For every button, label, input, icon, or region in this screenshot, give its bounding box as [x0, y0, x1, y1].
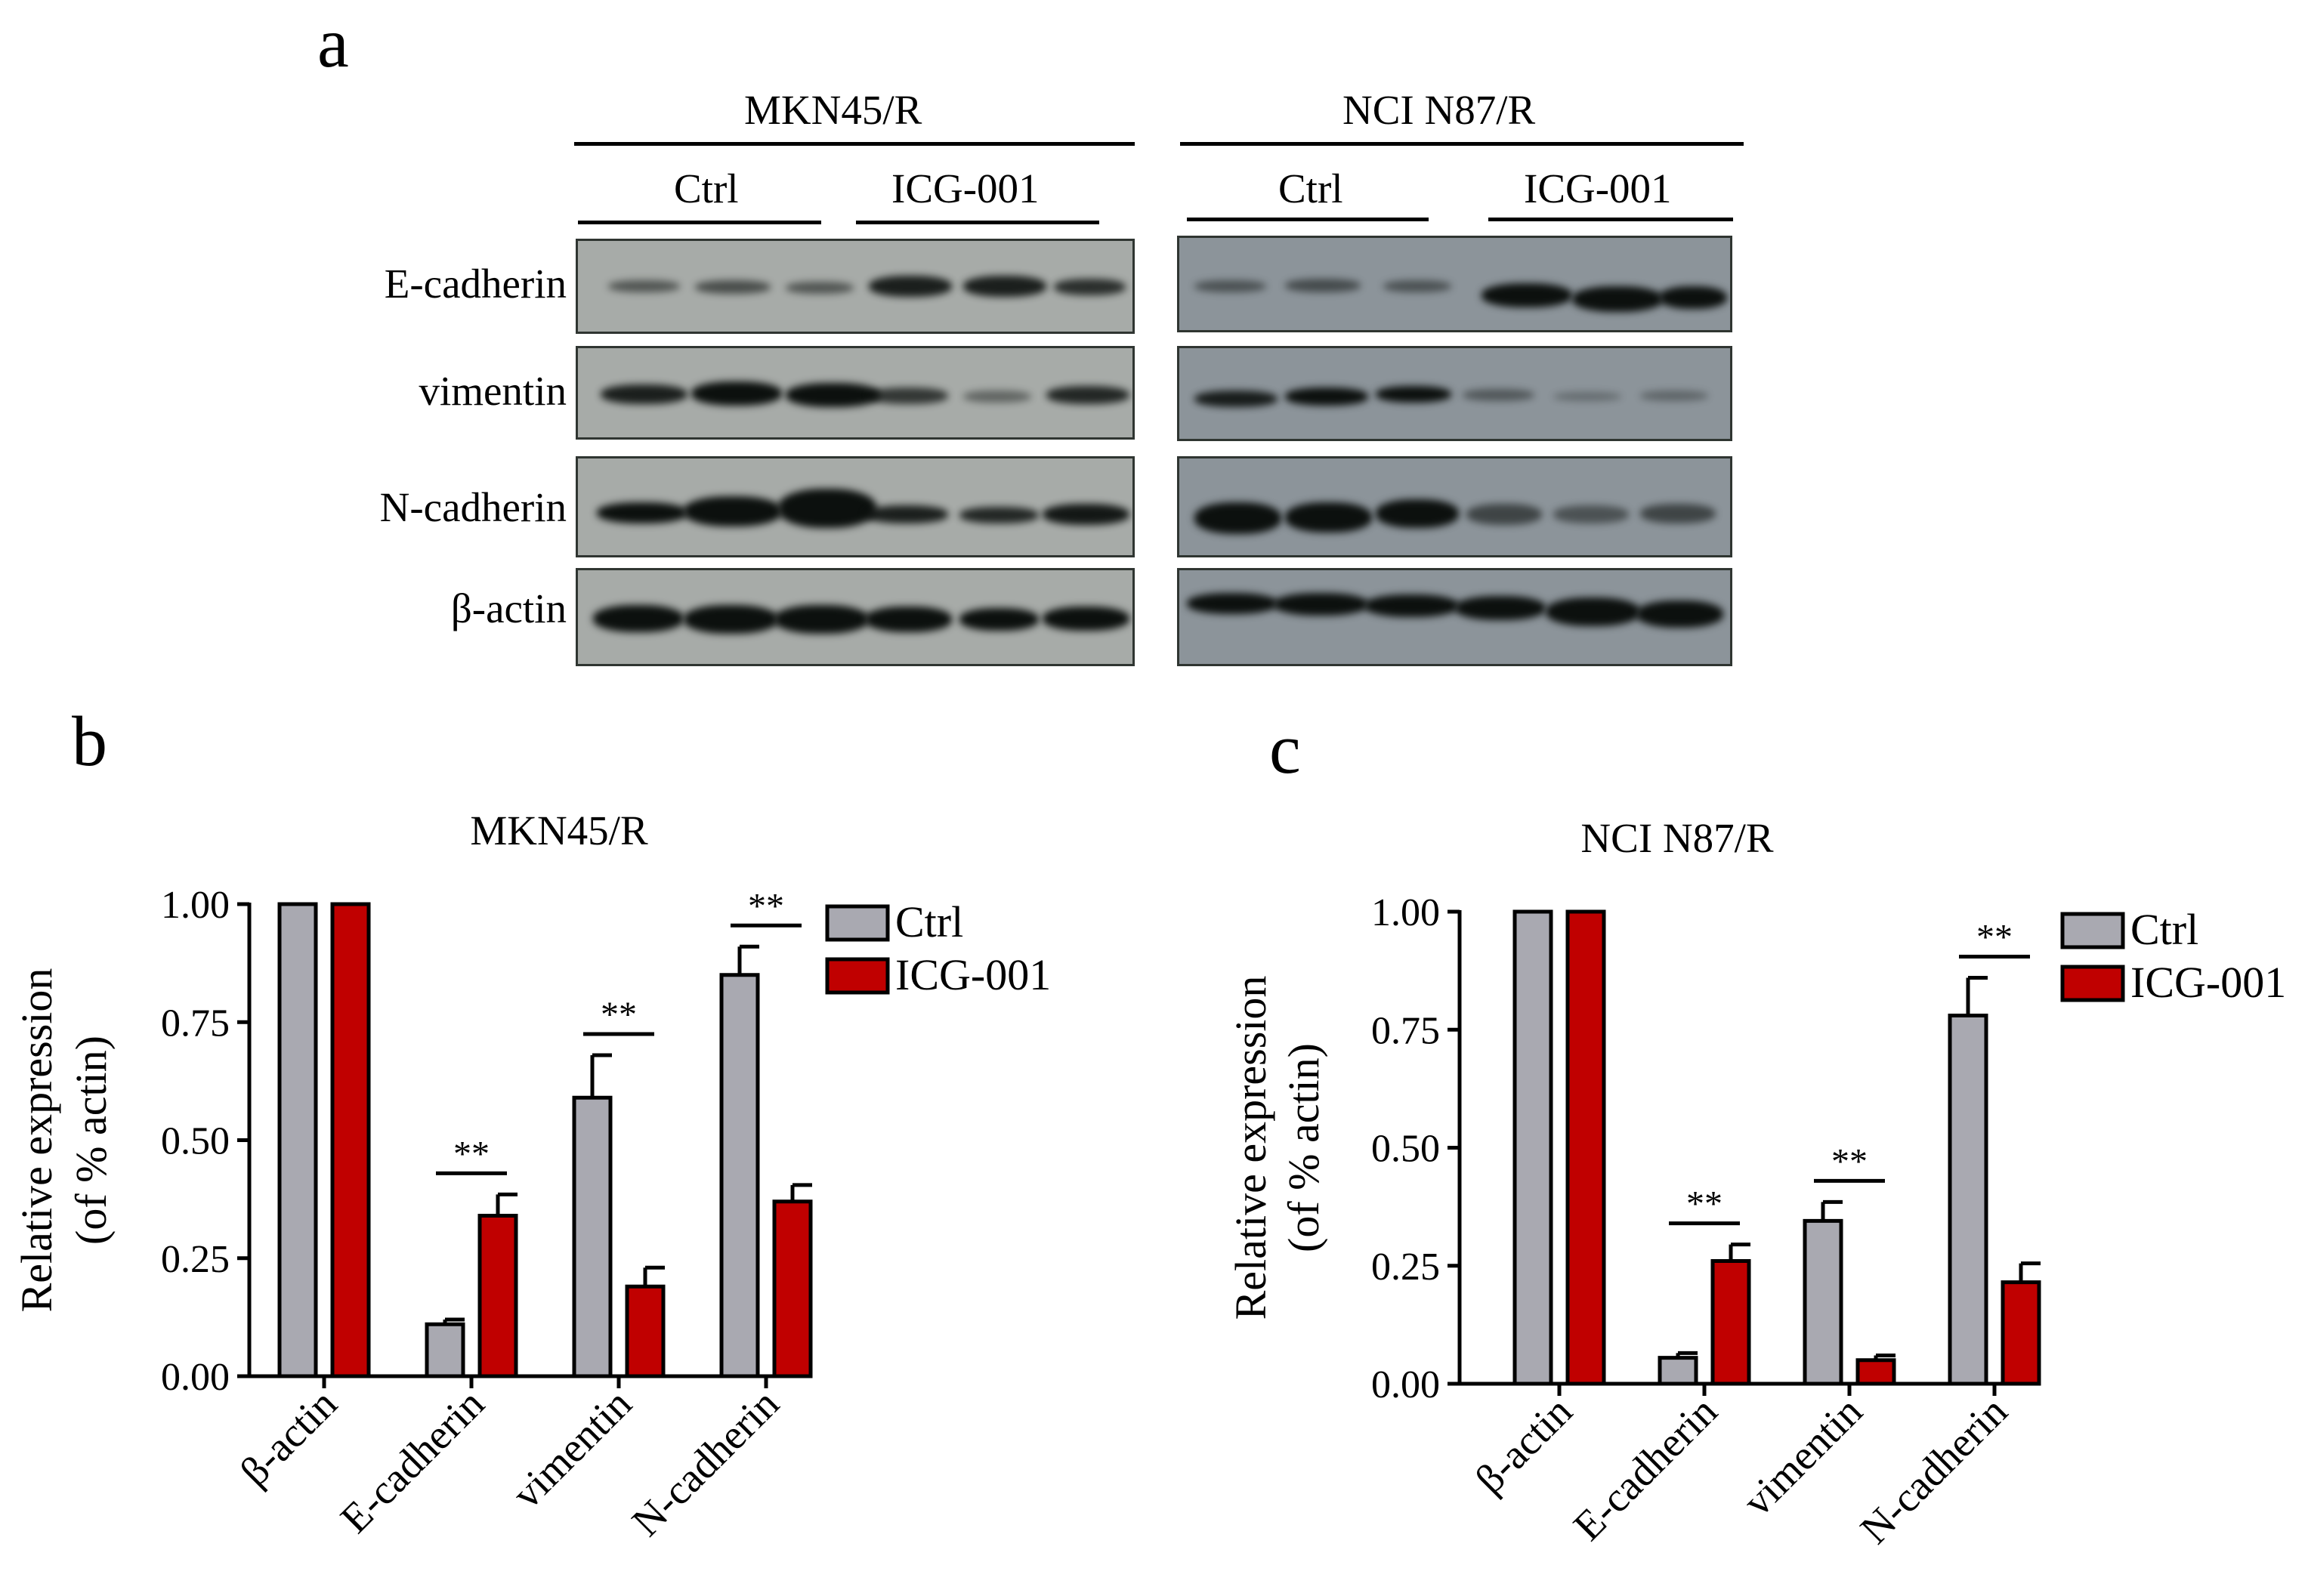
group-label-nci: NCI N87/R — [1342, 87, 1536, 133]
legend-swatch-icg-001 — [2060, 965, 2125, 1002]
y-tick-label: 0.75 — [1371, 1009, 1440, 1052]
panel-c-letter: c — [1269, 710, 1301, 789]
legend-label: ICG-001 — [895, 950, 1051, 999]
bar-ctrl — [425, 1322, 465, 1378]
row-label-n-cadherin: N-cadherin — [379, 484, 567, 530]
cond-line-mkn45-icg — [856, 221, 1099, 224]
significance-marker: ** — [1976, 918, 2013, 958]
bar-icg-001 — [2001, 1280, 2041, 1386]
y-tick-label: 0.25 — [161, 1238, 230, 1281]
x-tick-label: vimentin — [503, 1380, 640, 1517]
chart-b: MKN45/R Relative expression (of % actin) 0.… — [12, 807, 1051, 1545]
chart-title: NCI N87/R — [1580, 815, 1773, 861]
row-label-vimentin: vimentin — [419, 368, 567, 414]
group-line-nci — [1180, 142, 1744, 146]
significance-marker: ** — [453, 1134, 490, 1174]
row-label-e-cadherin: E-cadherin — [384, 261, 567, 307]
bar-icg-001 — [330, 902, 371, 1378]
bar-ctrl — [1658, 1356, 1698, 1386]
legend-swatch-ctrl — [825, 904, 890, 942]
y-tick-label: 1.00 — [161, 884, 230, 927]
y-axis-label-line2: (of % actin) — [1279, 1043, 1328, 1252]
bar-ctrl — [1512, 909, 1553, 1386]
blot-nci-beta-actin — [1177, 568, 1732, 666]
bar-icg-001 — [625, 1284, 666, 1378]
bar-icg-001 — [1710, 1259, 1751, 1386]
bar-icg-001 — [1565, 909, 1606, 1386]
x-tick-label: E-cadherin — [332, 1380, 493, 1542]
cond-label-mkn45-ctrl: Ctrl — [674, 165, 739, 211]
x-tick-label: β-actin — [231, 1380, 345, 1494]
y-axis-label-line2: (of % actin) — [66, 1036, 116, 1245]
legend-label: Ctrl — [2130, 905, 2198, 954]
x-tick-label: β-actin — [1466, 1388, 1580, 1502]
blot-nci-e-cadherin — [1177, 236, 1732, 332]
y-axis-label-line1: Relative expression — [1226, 976, 1275, 1320]
legend-label: Ctrl — [895, 897, 963, 946]
blot-mkn45-n-cadherin — [576, 456, 1135, 557]
y-tick-label: 0.50 — [161, 1120, 230, 1163]
blot-mkn45-beta-actin — [576, 568, 1135, 666]
y-tick-label: 0.75 — [161, 1002, 230, 1045]
chart-c: NCI N87/R Relative expression (of % actin)… — [1226, 815, 2286, 1552]
x-tick-label: N-cadherin — [1851, 1388, 2016, 1552]
bar-icg-001 — [772, 1199, 813, 1378]
cond-label-mkn45-icg: ICG-001 — [891, 165, 1040, 211]
row-label-beta-actin: β-actin — [450, 585, 567, 631]
group-line-mkn45 — [574, 142, 1135, 146]
cond-line-mkn45-ctrl — [578, 221, 821, 224]
significance-marker: ** — [1686, 1184, 1723, 1224]
y-tick-label: 0.00 — [1371, 1363, 1440, 1406]
blot-nci-vimentin — [1177, 346, 1732, 441]
legend-label: ICG-001 — [2130, 958, 2286, 1007]
bar-ctrl — [1948, 1014, 1988, 1386]
y-tick-label: 0.00 — [161, 1356, 230, 1399]
bar-ctrl — [277, 902, 318, 1378]
bar-ctrl — [719, 973, 760, 1378]
group-label-mkn45: MKN45/R — [744, 87, 922, 133]
chart-title: MKN45/R — [470, 807, 648, 854]
cond-label-nci-icg: ICG-001 — [1524, 165, 1672, 211]
blot-nci-n-cadherin — [1177, 456, 1732, 557]
panel-a-letter: a — [317, 4, 349, 82]
cond-line-nci-icg — [1488, 218, 1733, 221]
bar-icg-001 — [1855, 1358, 1896, 1386]
significance-marker: ** — [1831, 1141, 1868, 1181]
y-tick-label: 1.00 — [1371, 891, 1440, 934]
legend-swatch-icg-001 — [825, 957, 890, 995]
x-tick-label: N-cadherin — [623, 1380, 787, 1545]
bar-ctrl — [572, 1095, 613, 1378]
bar-ctrl — [1803, 1218, 1843, 1386]
x-tick-label: E-cadherin — [1565, 1388, 1726, 1549]
blot-mkn45-e-cadherin — [576, 239, 1135, 334]
significance-marker: ** — [748, 886, 784, 926]
blot-mkn45-vimentin — [576, 346, 1135, 440]
x-tick-label: vimentin — [1734, 1388, 1871, 1524]
y-axis-label-line1: Relative expression — [12, 968, 61, 1313]
cond-line-nci-ctrl — [1187, 218, 1429, 221]
significance-marker: ** — [601, 995, 637, 1035]
bar-icg-001 — [477, 1214, 518, 1378]
legend-swatch-ctrl — [2060, 912, 2125, 949]
panel-b-letter: b — [72, 702, 107, 781]
y-tick-label: 0.50 — [1371, 1128, 1440, 1171]
y-tick-label: 0.25 — [1371, 1246, 1440, 1289]
cond-label-nci-ctrl: Ctrl — [1278, 165, 1343, 211]
